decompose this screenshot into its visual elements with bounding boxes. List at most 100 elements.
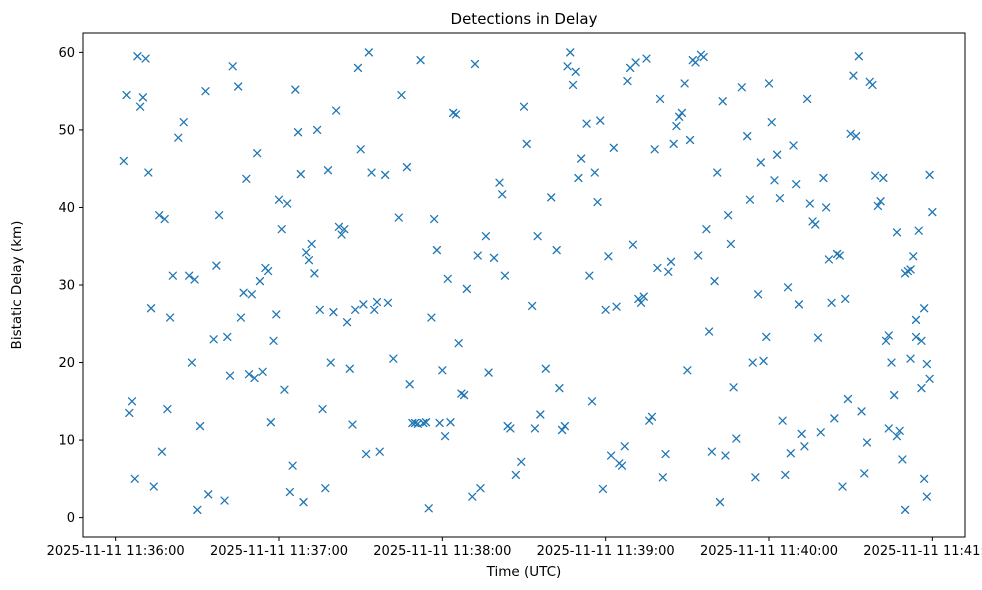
data-point-marker: [783, 283, 793, 292]
data-point-marker: [247, 290, 256, 299]
data-point-marker: [745, 195, 755, 204]
data-point-marker: [606, 451, 616, 460]
data-point-marker: [694, 251, 703, 260]
data-point-marker: [312, 125, 322, 135]
data-point-marker: [345, 364, 354, 373]
data-point-marker: [473, 251, 482, 260]
data-point-marker: [762, 332, 771, 342]
data-point-marker: [805, 199, 814, 208]
data-point-marker: [263, 266, 273, 276]
data-point-marker: [917, 383, 926, 393]
data-point-marker: [427, 313, 436, 322]
data-point-marker: [892, 228, 902, 237]
data-point-marker: [381, 170, 390, 180]
data-point-marker: [228, 62, 237, 71]
data-point-marker: [402, 162, 412, 172]
data-point-marker: [767, 118, 776, 127]
data-point-marker: [911, 315, 921, 325]
data-point-marker: [835, 251, 844, 260]
data-point-marker: [917, 336, 926, 345]
data-point-marker: [470, 59, 480, 69]
data-point-marker: [879, 173, 888, 183]
data-point-marker: [193, 505, 202, 515]
data-point-marker: [212, 261, 221, 270]
data-point-marker: [332, 106, 341, 115]
y-ticks: 0 10 20 30 40 50 60: [58, 46, 83, 526]
data-point-marker: [468, 492, 477, 501]
data-point-marker: [440, 432, 450, 441]
data-point-marker: [718, 97, 727, 106]
data-point-marker: [498, 190, 507, 199]
data-point-marker: [272, 310, 281, 319]
x-tick-label: 2025-11-11 11:41:00: [863, 544, 982, 559]
data-point-marker: [849, 71, 858, 80]
data-point-marker: [416, 55, 425, 65]
data-point-marker: [547, 193, 556, 202]
data-point-marker: [710, 276, 719, 286]
data-point-marker: [446, 418, 455, 427]
data-point-marker: [816, 428, 825, 437]
data-point-marker: [778, 416, 787, 425]
data-point-marker: [802, 94, 812, 104]
data-point-marker: [775, 194, 785, 203]
data-point-marker: [138, 93, 148, 102]
data-point-marker: [683, 366, 692, 375]
data-point-marker: [250, 373, 259, 383]
data-point-marker: [636, 298, 646, 307]
data-point-marker: [721, 451, 730, 460]
data-point-marker: [574, 173, 583, 183]
data-point-marker: [242, 174, 251, 183]
data-point-marker: [361, 449, 371, 459]
data-point-marker: [291, 85, 300, 94]
data-point-marker: [925, 170, 934, 180]
data-point-marker: [653, 263, 662, 273]
data-point-marker: [658, 473, 667, 482]
data-point-marker: [375, 447, 384, 456]
x-tick-label: 2025-11-11 11:36:00: [47, 544, 185, 559]
data-point-marker: [699, 52, 708, 62]
data-point-marker: [928, 207, 937, 217]
y-tick-label: 50: [58, 123, 75, 138]
data-point-marker: [770, 176, 779, 185]
data-point-marker: [846, 129, 855, 138]
data-point-marker: [900, 505, 910, 515]
x-tick-label: 2025-11-11 11:39:00: [537, 544, 675, 559]
data-point-marker: [887, 358, 896, 367]
data-point-marker: [685, 135, 695, 145]
data-point-marker: [702, 225, 711, 234]
data-point-marker: [909, 252, 918, 261]
data-point-marker: [884, 331, 893, 340]
data-point-marker: [781, 470, 790, 480]
data-point-marker: [372, 297, 382, 307]
data-point-marker: [623, 76, 632, 86]
y-tick-label: 10: [58, 434, 75, 449]
data-point-marker: [851, 131, 861, 141]
data-point-marker: [773, 150, 782, 159]
data-point-marker: [389, 354, 398, 363]
data-point-marker: [190, 275, 199, 284]
data-point-marker: [577, 154, 586, 163]
data-point-marker: [405, 380, 414, 389]
data-point-marker: [707, 447, 716, 456]
data-point-marker: [280, 385, 289, 394]
data-point-marker: [922, 492, 932, 501]
data-point-marker: [451, 110, 461, 119]
data-point-marker: [794, 300, 804, 309]
data-point-marker: [789, 141, 798, 150]
data-point-marker: [130, 474, 139, 483]
data-point-marker: [797, 429, 806, 439]
data-point-marker: [675, 112, 684, 121]
data-point-marker: [255, 276, 265, 286]
data-point-marker: [157, 447, 167, 456]
data-point-marker: [356, 145, 365, 154]
data-point-marker: [443, 274, 452, 283]
data-point-marker: [223, 332, 232, 342]
data-point-marker: [528, 301, 537, 311]
data-point-marker: [884, 424, 893, 433]
data-point-marker: [310, 269, 319, 278]
data-point-marker: [201, 87, 210, 96]
data-point-marker: [838, 482, 847, 491]
data-point-marker: [307, 239, 316, 249]
data-point-marker: [141, 54, 150, 63]
data-point-marker: [285, 487, 295, 497]
